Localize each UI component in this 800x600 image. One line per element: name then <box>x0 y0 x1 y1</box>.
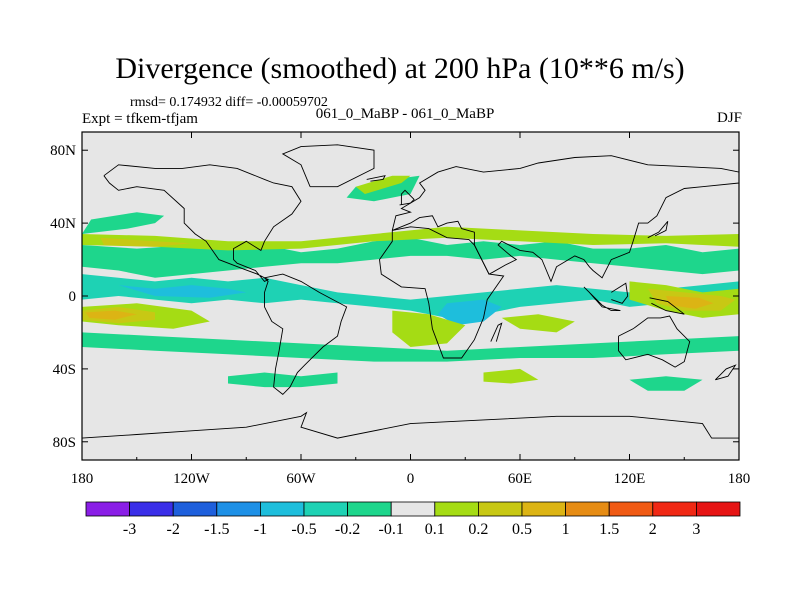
coastline-4 <box>391 155 739 283</box>
colorbar-label: -0.1 <box>379 521 404 538</box>
colorbar-swatch <box>434 501 479 517</box>
y-tick-label: 40N <box>50 216 76 232</box>
contour-region-3 <box>100 237 192 247</box>
colorbar-label: -0.2 <box>335 521 360 538</box>
x-tick-label: 180 <box>728 471 751 487</box>
colorbar-swatch <box>608 501 654 517</box>
experiment-label: Expt = tfkem-tfjam <box>82 111 198 127</box>
colorbar-swatch <box>259 501 305 517</box>
y-tick-label: 80N <box>50 143 76 159</box>
contour-region-6 <box>82 274 739 318</box>
x-tick-label: 0 <box>407 471 415 487</box>
subtitle-label: 061_0_MaBP - 061_0_MaBP <box>315 106 495 122</box>
colorbar-label: 0.5 <box>512 521 532 538</box>
colorbar-swatch <box>347 501 392 517</box>
contour-region-14 <box>666 296 714 309</box>
colorbar-label: -3 <box>123 521 136 538</box>
coastline-2 <box>281 144 375 188</box>
x-tick-label: 60W <box>286 471 316 487</box>
coastline-3 <box>379 226 505 359</box>
x-tick-label: 60E <box>508 471 532 487</box>
contour-region-17 <box>82 332 739 362</box>
contour-fills <box>82 175 739 391</box>
stats-label: rmsd= 0.174932 diff= -0.00059702 <box>130 95 328 110</box>
colorbar-label: -2 <box>167 521 180 538</box>
colorbar-swatch <box>129 501 174 517</box>
plot-title: Divergence (smoothed) at 200 hPa (10**6 … <box>115 52 685 85</box>
contour-region-18 <box>228 372 338 388</box>
season-label: DJF <box>716 110 742 126</box>
coastlines <box>82 144 739 460</box>
colorbar-label: 1.5 <box>599 521 619 538</box>
coastline-9 <box>647 221 669 239</box>
contour-region-19 <box>629 376 703 391</box>
colorbar-swatch <box>521 501 566 517</box>
colorbar-label: 1 <box>562 521 570 538</box>
coastline-12 <box>399 189 415 206</box>
y-tick-label: 40S <box>53 362 76 378</box>
colorbar-label: -1.5 <box>204 521 229 538</box>
colorbar-label: 3 <box>692 521 700 538</box>
colorbar-label: 0.1 <box>425 521 445 538</box>
colorbar-label: 0.2 <box>468 521 488 538</box>
coastline-1 <box>264 273 348 396</box>
y-tick-label: 80S <box>53 435 76 451</box>
coastline-11 <box>714 364 737 381</box>
contour-region-2 <box>82 226 739 251</box>
colorbar-swatch <box>652 501 697 517</box>
colorbar-swatch <box>85 501 130 517</box>
colorbar-swatch <box>216 501 261 517</box>
colorbar-swatch <box>172 501 218 517</box>
coastline-10 <box>490 322 503 342</box>
coastline-6 <box>583 286 621 312</box>
colorbar-label: -0.5 <box>291 521 316 538</box>
contour-region-7 <box>118 285 247 298</box>
coastline-13 <box>366 175 386 182</box>
coastline-5 <box>618 315 691 368</box>
contour-region-15 <box>392 310 466 347</box>
coastline-7 <box>611 282 629 304</box>
contour-region-20 <box>483 368 539 384</box>
colorbar-swatch <box>477 501 523 517</box>
contour-region-11 <box>85 310 137 320</box>
x-tick-label: 180 <box>71 471 94 487</box>
colorbar-swatch <box>303 501 348 517</box>
coastline-0 <box>103 164 302 282</box>
x-tick-label: 120E <box>614 471 646 487</box>
y-tick-label: 0 <box>69 289 77 305</box>
coastline-8 <box>649 297 685 315</box>
colorbar-label: 2 <box>649 521 657 538</box>
colorbar-swatch <box>696 501 741 517</box>
colorbar-swatch <box>565 501 610 517</box>
contour-region-0 <box>82 212 165 234</box>
contour-region-16 <box>501 314 575 333</box>
colorbar-swatch <box>390 501 436 517</box>
contour-region-5 <box>355 175 411 194</box>
colorbar: -3 -2 -1.5 -1 -0.5 -0.2 -0.1 0.1 0.2 0.5 1 1.5 2 3 <box>85 501 741 538</box>
axes: 180 120W 60W 0 60E 120E 180 80N 40N 0 40S 80S <box>50 132 750 487</box>
colorbar-label: -1 <box>254 521 267 538</box>
coastline-14 <box>82 411 739 439</box>
x-tick-label: 120W <box>173 471 211 487</box>
